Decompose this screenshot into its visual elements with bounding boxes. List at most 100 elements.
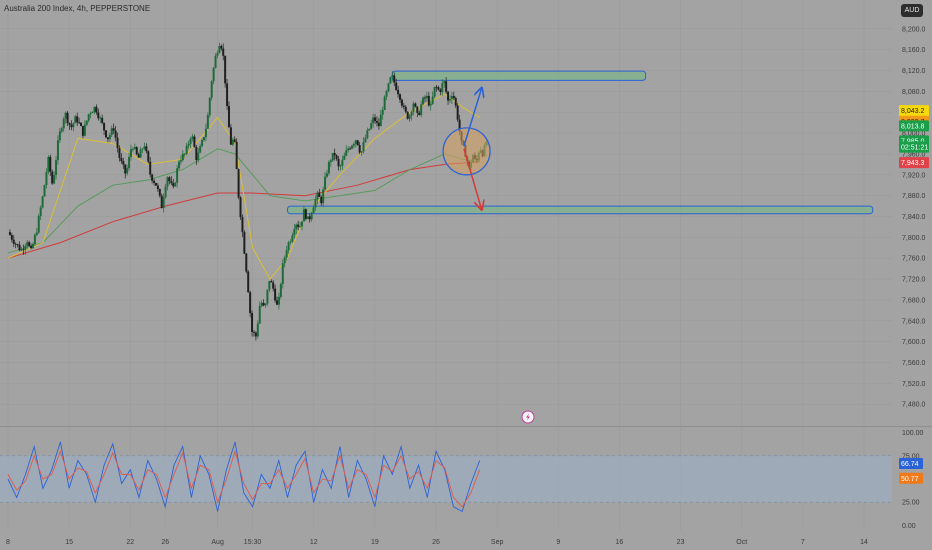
candle-body (297, 224, 300, 227)
candle-body (114, 130, 117, 138)
candle-body (429, 103, 432, 106)
candle-body (204, 128, 207, 138)
candle-body (408, 115, 411, 119)
candle-body (110, 128, 113, 135)
candle-body (458, 119, 461, 132)
candle-body (185, 145, 188, 154)
candle-body (181, 153, 184, 161)
x-tick-label: 15:30 (244, 539, 262, 546)
y-tick-label: 7,800.0 (902, 235, 925, 242)
candle-body (212, 67, 215, 82)
candle-body (131, 149, 134, 150)
y-tick-label: 7,720.0 (902, 277, 925, 284)
candle-body (249, 292, 252, 314)
candle-body (350, 145, 353, 149)
candle-body (362, 142, 365, 152)
candle-body (108, 134, 111, 140)
candle-body (324, 176, 327, 190)
candle-body (16, 244, 19, 245)
candle-body (37, 216, 40, 233)
candle-body (18, 244, 21, 251)
y-tick-label: 7,640.0 (902, 318, 925, 325)
candle-body (176, 168, 179, 183)
candle-body (10, 235, 13, 240)
candle-body (120, 157, 123, 162)
candle-body (241, 217, 244, 233)
candle-body (243, 232, 246, 254)
price-tag (899, 157, 929, 169)
y-tick-label: 7,480.0 (902, 402, 925, 409)
candle-body (412, 103, 415, 112)
y-tick-label: 7,760.0 (902, 256, 925, 263)
candle-body (53, 175, 56, 184)
candle-body (137, 154, 140, 158)
candle-body (318, 192, 321, 197)
candle-body (327, 161, 330, 174)
horizontal-zone (391, 70, 647, 81)
candle-body (385, 91, 388, 97)
currency-badge[interactable]: AUD (901, 4, 923, 17)
candle-body (277, 296, 280, 305)
candle-body (304, 209, 307, 219)
y-tick-label: 7,680.0 (902, 297, 925, 304)
annotations (442, 89, 491, 209)
candle-body (172, 183, 175, 187)
y-tick-label: 7,960.0 (902, 151, 925, 158)
x-tick-label: 15 (65, 539, 73, 546)
candle-body (339, 165, 342, 167)
candle-body (329, 160, 332, 162)
y-tick-label: 8,200.0 (902, 26, 925, 33)
candle-body (8, 232, 11, 236)
x-tick-label: 16 (616, 539, 624, 546)
y-tick-label: 8,080.0 (902, 89, 925, 96)
osc-y-tick-label: 0.00 (902, 523, 916, 530)
candle-body (268, 281, 271, 290)
lightning-icon[interactable] (521, 410, 535, 424)
candle-body (206, 115, 209, 129)
candle-body (425, 95, 428, 99)
x-tick-label: 12 (310, 539, 318, 546)
candle-body (68, 122, 71, 125)
candle-body (431, 96, 434, 104)
candle-body (220, 46, 223, 49)
candle-body (60, 128, 63, 132)
x-tick-label: 9 (556, 539, 560, 546)
candle-body (349, 148, 352, 150)
candle-body (49, 156, 52, 172)
candle-body (406, 111, 409, 119)
candle-body (39, 207, 42, 217)
candle-body (310, 213, 313, 220)
candle-body (89, 113, 92, 115)
candle-body (191, 136, 194, 139)
x-tick-label: 7 (801, 539, 805, 546)
candle-body (31, 243, 34, 249)
candle-body (101, 117, 104, 123)
candle-body (83, 124, 86, 136)
candle-body (345, 150, 348, 156)
candle-body (399, 94, 402, 100)
candle-body (35, 232, 38, 235)
candle-body (199, 146, 202, 153)
candle-body (341, 159, 344, 166)
candle-body (201, 139, 204, 147)
candle-body (343, 155, 346, 160)
price-tag-label: 8,043.2 (901, 108, 924, 115)
candle-body (151, 174, 154, 181)
candle-body (153, 180, 156, 183)
candle-body (370, 123, 373, 129)
candle-body (439, 89, 442, 92)
candle-body (141, 148, 144, 150)
y-tick-label: 8,160.0 (902, 47, 925, 54)
candle-body (331, 152, 334, 161)
candle-body (435, 86, 438, 88)
candle-body (156, 185, 159, 190)
candle-body (252, 331, 255, 333)
candle-body (222, 48, 225, 56)
candle-body (287, 242, 290, 251)
candle-body (58, 131, 61, 141)
candle-body (154, 182, 157, 186)
candle-body (128, 156, 131, 169)
ema-slow-line (7, 161, 480, 259)
candle-body (28, 242, 31, 246)
candle-body (320, 196, 323, 204)
